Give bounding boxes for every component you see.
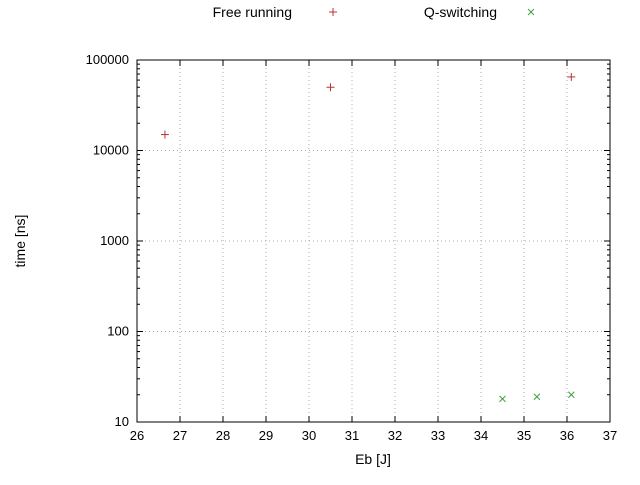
tick-label-y: 100: [107, 324, 129, 339]
grid-layer: [136, 59, 611, 423]
x-axis-label: Eb [J]: [355, 451, 391, 467]
points-layer: [160, 72, 576, 403]
tick-label-x: 30: [302, 428, 316, 443]
tick-label-x: 28: [216, 428, 230, 443]
tick-label-x: 32: [388, 428, 402, 443]
legend-marker-q-switching: [527, 8, 535, 16]
y-axis-label: time [ns]: [12, 215, 28, 268]
tick-label-x: 26: [130, 428, 144, 443]
tick-label-y: 1000: [100, 233, 129, 248]
tick-label-x: 37: [603, 428, 617, 443]
tick-label-x: 34: [474, 428, 488, 443]
data-point-q-switching: [499, 395, 506, 403]
axes-layer: 26 27 28 29 30 31 32 33 34 35 36 37 10 100 1000 10000 10…: [86, 52, 618, 443]
legend-markers-layer: [329, 8, 535, 16]
legend-label-free-running: Free running: [213, 4, 292, 20]
tick-label-x: 29: [259, 428, 273, 443]
legend-label-q-switching: Q-switching: [424, 4, 497, 20]
tick-label-x: 35: [517, 428, 531, 443]
tick-label-x: 36: [560, 428, 574, 443]
tick-label-x: 27: [173, 428, 187, 443]
tick-label-y: 10: [115, 414, 129, 429]
data-point-q-switching: [567, 391, 575, 399]
data-point-q-switching: [533, 393, 541, 401]
tick-label-x: 33: [431, 428, 445, 443]
tick-label-y: 100000: [86, 52, 129, 67]
tick-label-y: 10000: [93, 143, 129, 158]
tick-label-x: 31: [345, 428, 359, 443]
